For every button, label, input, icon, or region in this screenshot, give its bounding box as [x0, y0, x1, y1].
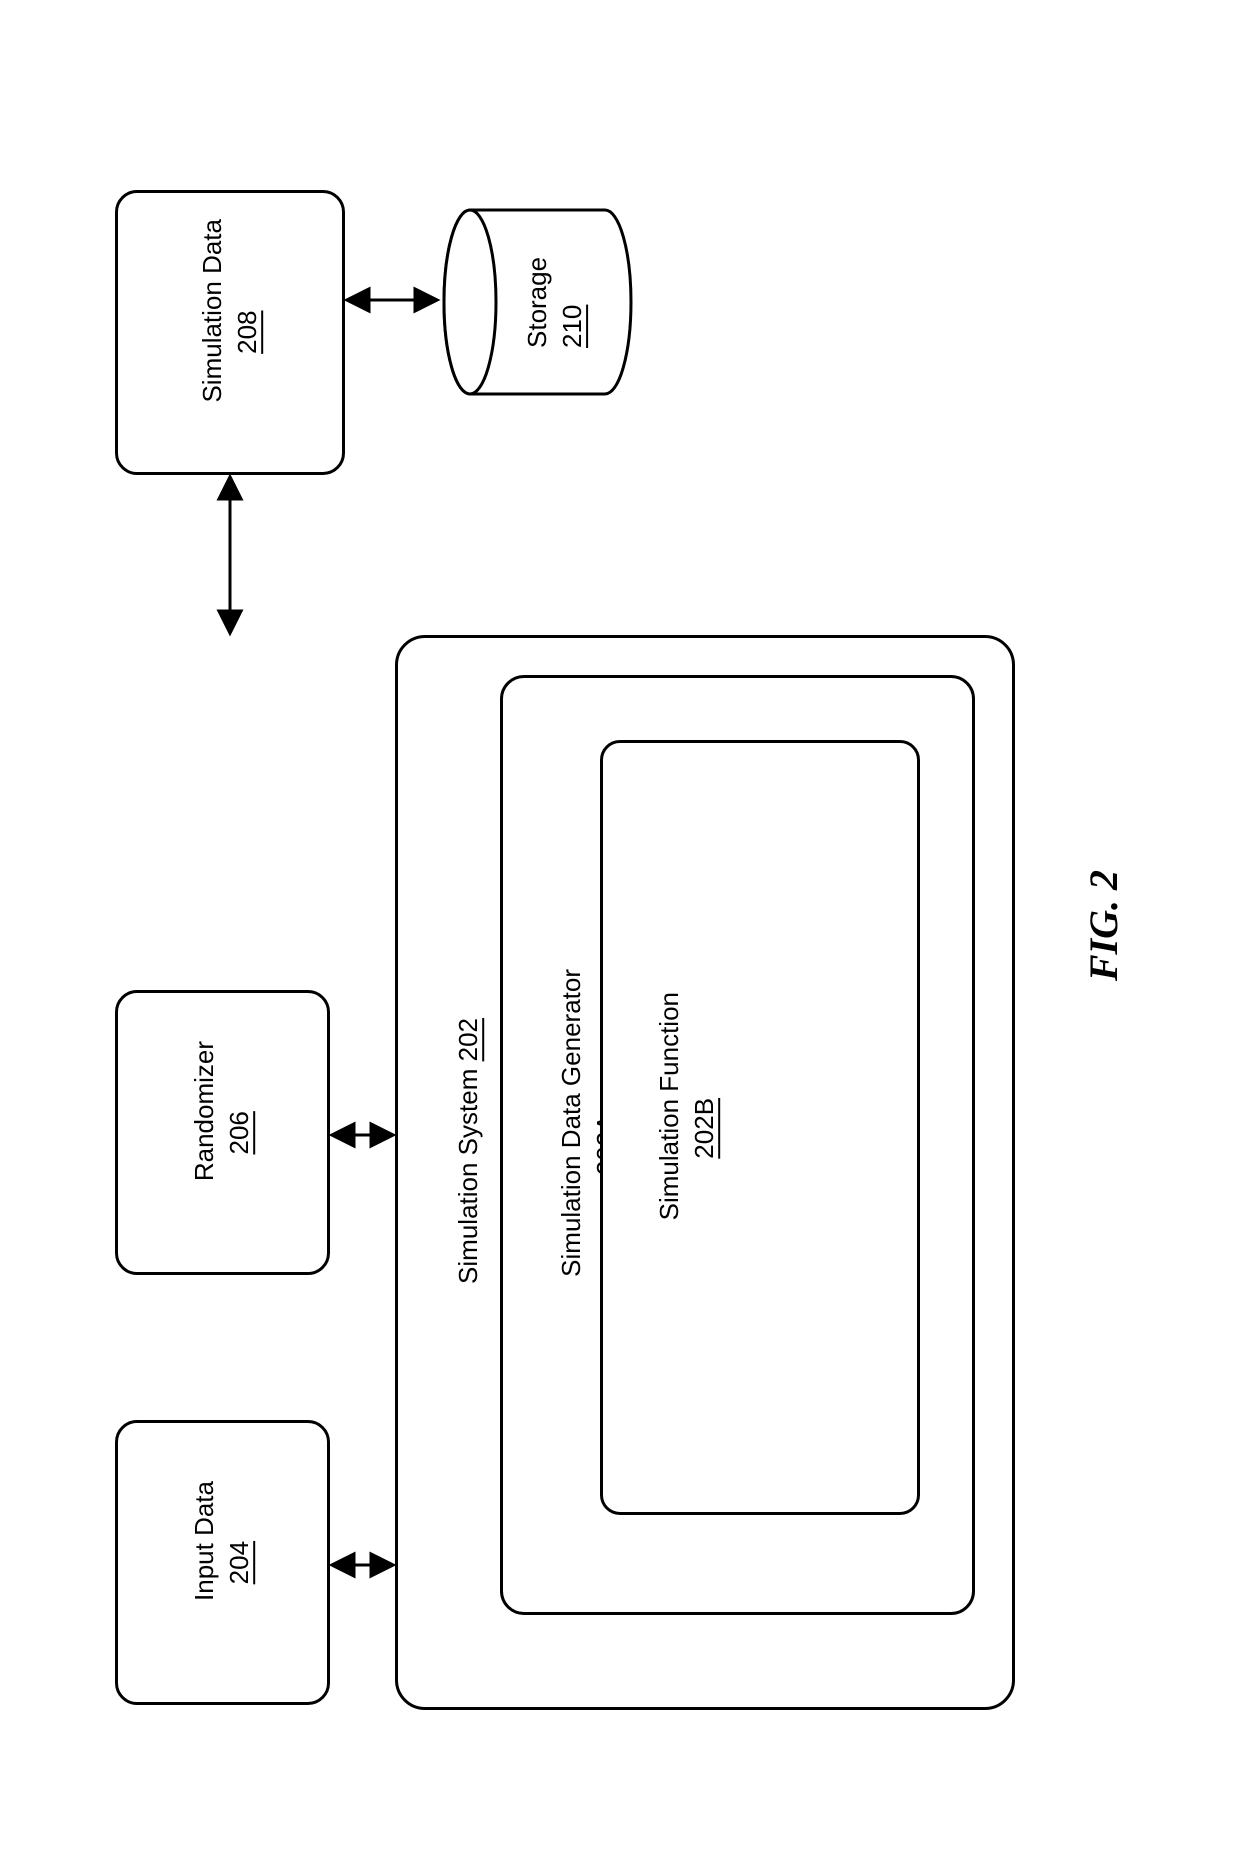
label-randomizer: Randomizer	[189, 1041, 219, 1181]
ref-simulation-system: 202	[453, 1018, 483, 1061]
node-simulation-data: Simulation Data 208	[115, 190, 345, 475]
node-simulation-function: Simulation Function 202B	[600, 740, 920, 1515]
label-storage-wrapper: Storage 210	[520, 225, 590, 380]
label-input-data: Input Data	[189, 1481, 219, 1601]
label-storage: Storage	[522, 257, 552, 348]
label-simulation-data: Simulation Data	[197, 219, 227, 403]
figure-caption-text: FIG. 2	[1081, 870, 1126, 981]
figure-caption: FIG. 2	[1080, 870, 1127, 981]
label-simulation-data-generator: Simulation Data Generator	[556, 969, 586, 1277]
label-simulation-system: Simulation System	[453, 1068, 483, 1283]
ref-simulation-data: 208	[232, 311, 262, 354]
ref-simulation-function: 202B	[689, 1097, 719, 1158]
ref-input-data: 204	[225, 1541, 255, 1584]
node-randomizer: Randomizer 206	[115, 990, 330, 1275]
ref-randomizer: 206	[225, 1111, 255, 1154]
diagram-stage: Simulation System 202 Simulation Data Ge…	[0, 0, 1240, 1852]
ref-storage: 210	[557, 305, 587, 348]
label-simulation-function: Simulation Function	[654, 992, 684, 1220]
node-input-data: Input Data 204	[115, 1420, 330, 1705]
